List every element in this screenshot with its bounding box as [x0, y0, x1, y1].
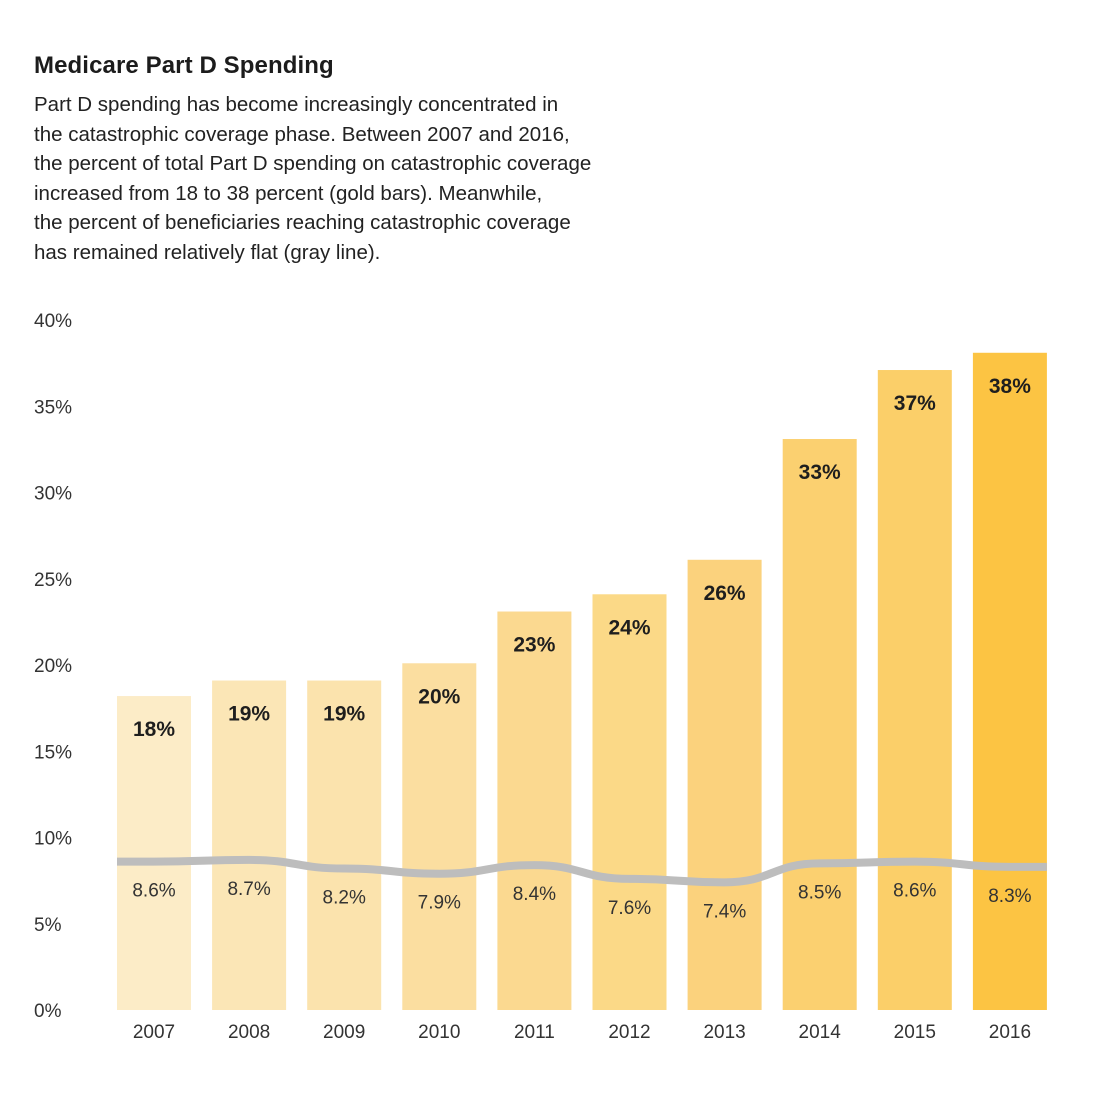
line-value-label: 8.3%: [988, 886, 1031, 907]
series-line: [116, 855, 1047, 887]
x-tick-label: 2009: [323, 1022, 365, 1043]
bar-value-label: 19%: [228, 703, 270, 726]
y-tick-label: 10%: [34, 829, 72, 850]
x-tick-label: 2008: [228, 1022, 270, 1043]
line-value-label: 7.6%: [608, 898, 651, 919]
subtitle-line: the percent of beneficiaries reaching ca…: [34, 211, 571, 234]
subtitle-line: Part D spending has become increasingly …: [34, 93, 559, 116]
bar: [972, 352, 1047, 1010]
subtitle-line: the catastrophic coverage phase. Between…: [34, 122, 570, 146]
y-tick-label: 30%: [34, 484, 72, 505]
y-tick-label: 35%: [34, 397, 72, 418]
line-value-label: 8.6%: [893, 881, 936, 902]
subtitle-line: the percent of total Part D spending on …: [34, 152, 592, 175]
bar: [877, 370, 952, 1010]
bar: [307, 680, 382, 1010]
y-tick-label: 40%: [34, 311, 72, 332]
bar-value-label: 18%: [133, 718, 175, 741]
bar-value-label: 24%: [608, 616, 650, 639]
line-value-label: 8.6%: [132, 881, 175, 902]
x-tick-label: 2010: [418, 1022, 460, 1043]
line-value-label: 8.4%: [513, 884, 556, 905]
y-tick-label: 20%: [34, 656, 72, 677]
bar: [497, 611, 572, 1010]
chart-subtitle: Part D spending has become increasingly …: [34, 90, 674, 267]
y-tick-label: 5%: [34, 915, 62, 936]
subtitle-line: has remained relatively flat (gray line)…: [34, 240, 381, 264]
bar: [687, 559, 762, 1010]
bar: [782, 439, 857, 1010]
chart-title: Medicare Part D Spending: [34, 52, 334, 79]
x-tick-label: 2007: [133, 1022, 175, 1043]
bar: [212, 680, 287, 1010]
bar-value-label: 19%: [323, 703, 365, 726]
bar-value-label: 37%: [894, 392, 936, 415]
line-value-label: 8.2%: [323, 888, 366, 909]
bar: [402, 663, 477, 1010]
x-tick-label: 2012: [608, 1022, 650, 1043]
bar: [117, 696, 191, 1010]
y-tick-label: 0%: [34, 1001, 62, 1022]
x-tick-label: 2011: [514, 1022, 555, 1043]
line-value-label: 8.5%: [798, 882, 841, 903]
line-value-label: 8.7%: [227, 879, 270, 900]
x-tick-label: 2016: [989, 1022, 1031, 1043]
line-value-label: 7.4%: [703, 901, 746, 922]
bar-value-label: 26%: [704, 582, 746, 605]
bar-value-label: 20%: [418, 685, 460, 708]
x-tick-label: 2013: [703, 1022, 745, 1043]
bar-value-label: 23%: [513, 634, 555, 657]
x-tick-label: 2015: [894, 1022, 936, 1043]
bar: [592, 594, 667, 1010]
line-value-label: 7.9%: [418, 893, 461, 914]
y-tick-label: 15%: [34, 742, 72, 763]
x-tick-label: 2014: [799, 1022, 842, 1043]
bar-value-label: 33%: [799, 461, 841, 484]
subtitle-line: increased from 18 to 38 percent (gold ba…: [34, 181, 543, 205]
y-tick-label: 25%: [34, 570, 72, 591]
bar-value-label: 38%: [989, 375, 1031, 398]
